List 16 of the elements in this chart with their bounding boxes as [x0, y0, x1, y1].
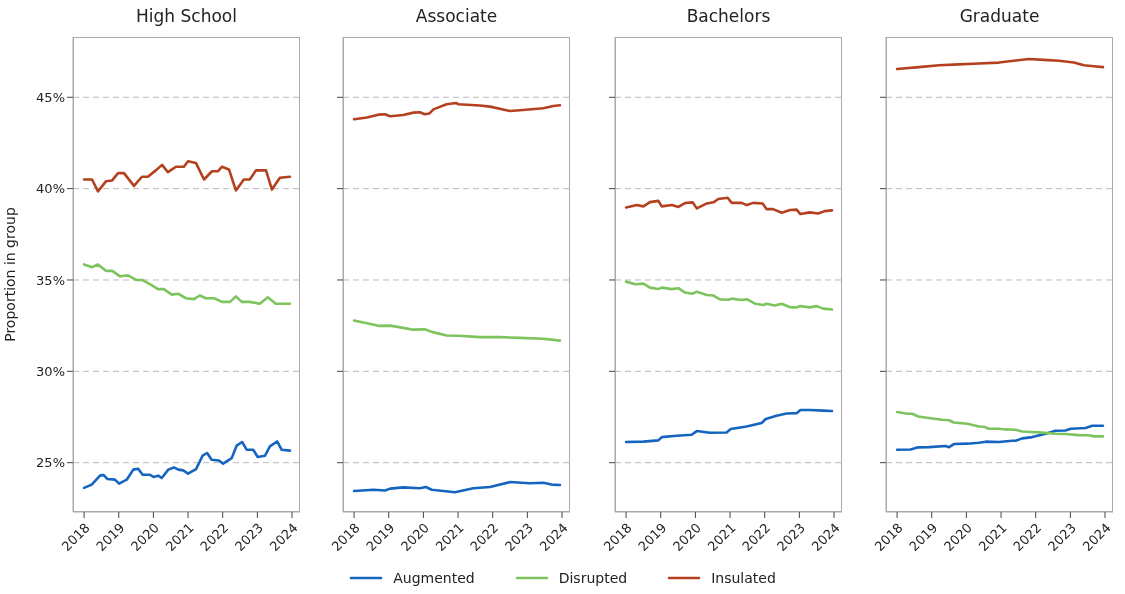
legend-label: Insulated: [711, 570, 776, 586]
y-tick-label: 45%: [36, 89, 65, 105]
chart-title: Graduate: [958, 6, 1041, 26]
chart-title: High School: [135, 6, 238, 26]
y-tick-label: 30%: [36, 363, 65, 379]
y-tick-label: 25%: [36, 455, 65, 471]
chart-title: Bachelors: [685, 6, 772, 26]
y-tick-label: 35%: [36, 272, 65, 288]
line-series: [82, 159, 292, 193]
chart-title: Associate: [414, 6, 499, 26]
legend-label: Augmented: [393, 570, 475, 586]
y-axis-title: Proportion in group: [1, 207, 18, 342]
legend-label: Disrupted: [558, 570, 628, 586]
line-series: [82, 440, 292, 490]
line-series: [82, 263, 292, 306]
y-tick-label: 40%: [36, 181, 65, 197]
